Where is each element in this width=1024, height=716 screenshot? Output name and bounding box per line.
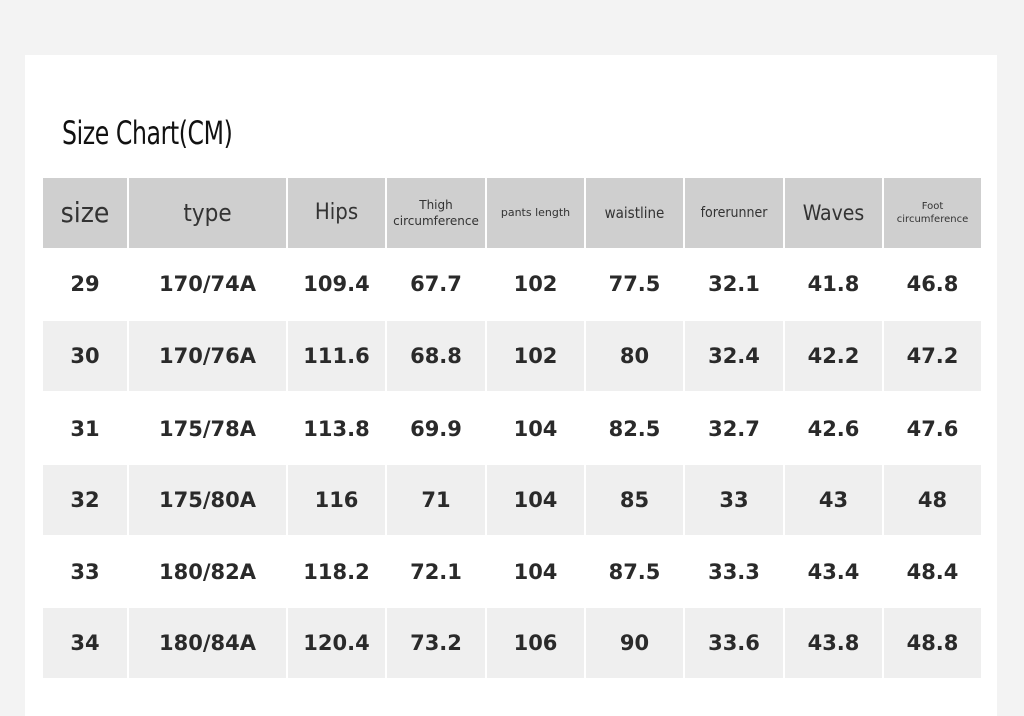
title: Size Chart(CM): [62, 114, 233, 152]
table-cell: 85: [586, 465, 683, 535]
table-cell: 82.5: [608, 417, 661, 441]
table-cell: 47.2: [884, 321, 981, 391]
table-cell: 42.2: [785, 321, 882, 391]
table-cell: 73.2: [387, 608, 485, 678]
table-cell: 29: [70, 272, 100, 296]
table-cell: 77.5: [608, 272, 661, 296]
table-cell: 32: [43, 465, 127, 535]
table-cell: 106: [487, 608, 584, 678]
table-cell: 175/80A: [129, 465, 286, 535]
table-cell: 31: [70, 417, 100, 441]
table-cell: 47.6: [906, 417, 959, 441]
table-cell: 32.4: [685, 321, 783, 391]
table-cell: 33: [685, 465, 783, 535]
table-cell: 30: [43, 321, 127, 391]
table-cell: 67.7: [410, 272, 462, 296]
table-cell: 104: [513, 560, 558, 584]
table-cell: 71: [387, 465, 485, 535]
table-cell: 80: [586, 321, 683, 391]
table-cell: 170/74A: [159, 272, 256, 296]
header-cell: pants length: [487, 178, 584, 248]
table-cell: 42.6: [807, 417, 860, 441]
table-cell: 120.4: [288, 608, 385, 678]
table-cell: 180/84A: [129, 608, 286, 678]
table-cell: 180/82A: [159, 560, 256, 584]
table-cell: 90: [586, 608, 683, 678]
table-cell: 48.8: [884, 608, 981, 678]
header-cell: size: [43, 178, 127, 248]
table-cell: 68.8: [387, 321, 485, 391]
table-cell: 34: [43, 608, 127, 678]
table-cell: 104: [487, 465, 584, 535]
table-cell: 175/78A: [159, 417, 256, 441]
table-cell: 41.8: [807, 272, 860, 296]
table-cell: 69.9: [410, 417, 462, 441]
table-cell: 33.6: [685, 608, 783, 678]
header-cell: Waves: [785, 178, 882, 248]
table-cell: 32.7: [708, 417, 760, 441]
table-cell: 113.8: [303, 417, 370, 441]
table-cell: 116: [288, 465, 385, 535]
table-cell: 32.1: [708, 272, 760, 296]
table-cell: 33: [70, 560, 100, 584]
header-cell: Foot circumference: [884, 178, 981, 248]
table-cell: 43: [785, 465, 882, 535]
header-cell: Hips: [288, 178, 385, 248]
table-cell: 48.4: [906, 560, 959, 584]
table-cell: 33.3: [708, 560, 760, 584]
table-cell: 87.5: [608, 560, 661, 584]
table-cell: 104: [513, 417, 558, 441]
table-cell: 46.8: [906, 272, 959, 296]
table-cell: 48: [884, 465, 981, 535]
table-cell: 111.6: [288, 321, 385, 391]
header-cell: Thigh circumference: [387, 178, 485, 248]
table-cell: 72.1: [410, 560, 462, 584]
table-cell: 118.2: [303, 560, 370, 584]
table-cell: 109.4: [303, 272, 370, 296]
table-cell: 170/76A: [129, 321, 286, 391]
table-cell: 102: [487, 321, 584, 391]
header-cell: forerunner: [685, 178, 783, 248]
table-cell: 43.8: [785, 608, 882, 678]
header-cell: waistline: [586, 178, 683, 248]
table-cell: 43.4: [807, 560, 860, 584]
header-cell: type: [129, 178, 286, 248]
table-cell: 102: [513, 272, 558, 296]
